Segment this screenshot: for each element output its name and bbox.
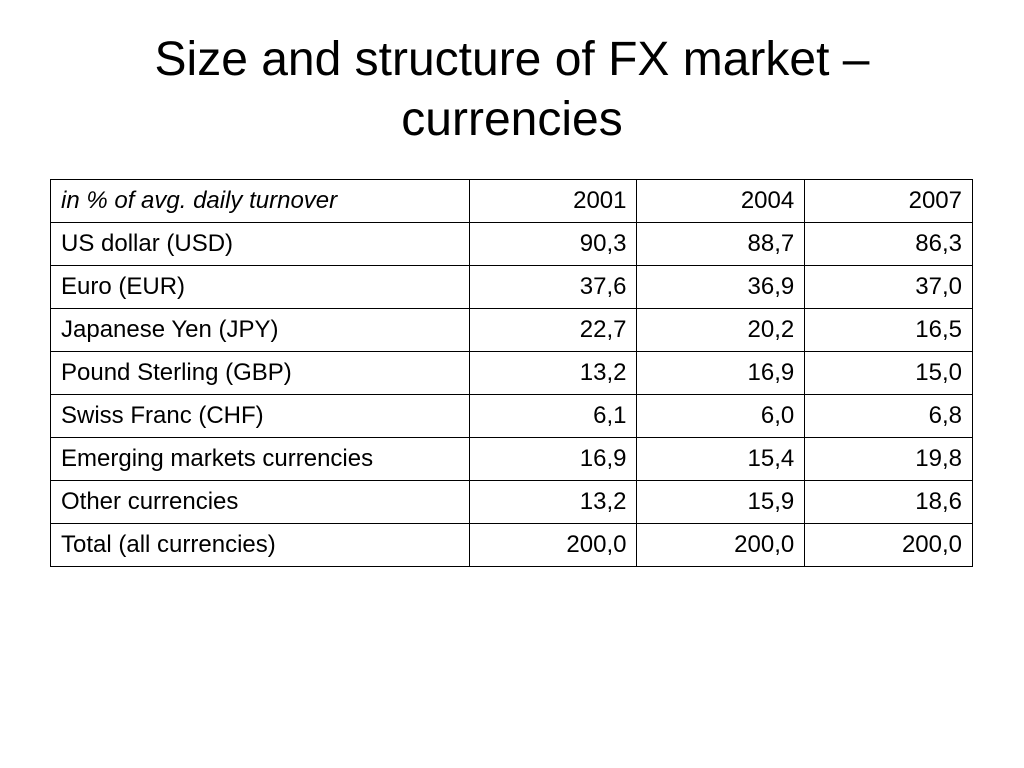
table-cell: 13,2 [468, 480, 638, 524]
slide-title-line-2: currencies [401, 93, 623, 146]
table-row: Euro (EUR) 37,6 36,9 37,0 [50, 265, 973, 309]
table-cell: 6,1 [468, 394, 638, 438]
table-row: Other currencies 13,2 15,9 18,6 [50, 480, 973, 524]
table-cell: 19,8 [804, 437, 973, 481]
row-label: Total (all currencies) [50, 523, 470, 567]
table-cell: 15,0 [804, 351, 973, 395]
row-label: Pound Sterling (GBP) [50, 351, 470, 395]
table-cell: 16,5 [804, 308, 973, 352]
row-label: Japanese Yen (JPY) [50, 308, 470, 352]
table-cell: 16,9 [636, 351, 806, 395]
table-cell: 6,8 [804, 394, 973, 438]
header-label: in % of avg. daily turnover [50, 179, 470, 223]
table-cell: 6,0 [636, 394, 806, 438]
table-cell: 200,0 [468, 523, 638, 567]
slide-title: Size and structure of FX market – curren… [0, 30, 1024, 150]
row-label: Emerging markets currencies [50, 437, 470, 481]
table-cell: 18,6 [804, 480, 973, 524]
table-row: Pound Sterling (GBP) 13,2 16,9 15,0 [50, 351, 973, 395]
table-cell: 37,6 [468, 265, 638, 309]
table-cell: 36,9 [636, 265, 806, 309]
table-row: US dollar (USD) 90,3 88,7 86,3 [50, 222, 973, 266]
table-cell: 200,0 [804, 523, 973, 567]
table-cell: 200,0 [636, 523, 806, 567]
row-label: Other currencies [50, 480, 470, 524]
slide-title-line-1: Size and structure of FX market – [154, 33, 870, 86]
header-year: 2001 [468, 179, 638, 223]
table-cell: 13,2 [468, 351, 638, 395]
currency-turnover-table: in % of avg. daily turnover 2001 2004 20… [50, 179, 973, 567]
table-cell: 16,9 [468, 437, 638, 481]
table-cell: 37,0 [804, 265, 973, 309]
table-cell: 15,4 [636, 437, 806, 481]
table-row: Swiss Franc (CHF) 6,1 6,0 6,8 [50, 394, 973, 438]
table-cell: 88,7 [636, 222, 806, 266]
row-label: Euro (EUR) [50, 265, 470, 309]
table-row: Japanese Yen (JPY) 22,7 20,2 16,5 [50, 308, 973, 352]
table-header-row: in % of avg. daily turnover 2001 2004 20… [50, 179, 973, 223]
table-row: Emerging markets currencies 16,9 15,4 19… [50, 437, 973, 481]
table-cell: 90,3 [468, 222, 638, 266]
row-label: US dollar (USD) [50, 222, 470, 266]
header-year: 2004 [636, 179, 806, 223]
header-year: 2007 [804, 179, 973, 223]
table-cell: 15,9 [636, 480, 806, 524]
table-row-total: Total (all currencies) 200,0 200,0 200,0 [50, 523, 973, 567]
row-label: Swiss Franc (CHF) [50, 394, 470, 438]
table-cell: 20,2 [636, 308, 806, 352]
table-cell: 86,3 [804, 222, 973, 266]
table-cell: 22,7 [468, 308, 638, 352]
